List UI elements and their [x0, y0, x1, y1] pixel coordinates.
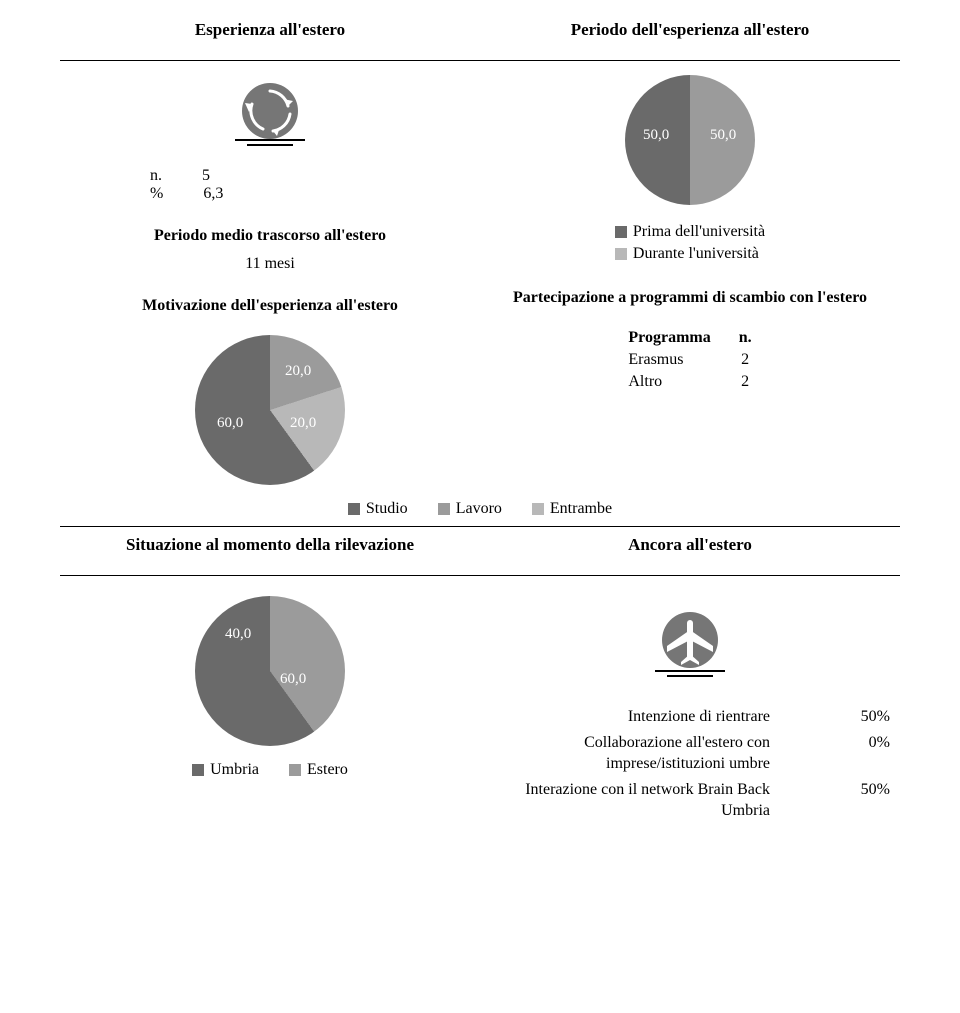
n-label: n. [150, 167, 162, 185]
abroad-icon-block [645, 606, 735, 684]
right-header-title: Periodo dell'esperienza all'estero [571, 20, 810, 40]
legend-label: Umbria [210, 761, 259, 779]
pct-value: 6,3 [203, 185, 223, 203]
outcome-row: Collaborazione all'estero con imprese/is… [490, 732, 890, 775]
legend-label: Studio [366, 500, 408, 518]
left-header-title: Esperienza all'estero [195, 20, 345, 40]
legend-label: Prima dell'università [633, 223, 765, 241]
legend-swatch [615, 226, 627, 238]
pie-slice-label: 60,0 [280, 671, 306, 688]
divider [60, 60, 900, 61]
top-content-row: n. 5 % 6,3 Periodo medio trascorso all'e… [60, 69, 900, 485]
table-header: Programma [614, 327, 724, 349]
pie-slice-label: 20,0 [290, 415, 316, 432]
situation-legend: Umbria Estero [192, 761, 348, 779]
pie-slice-label: 20,0 [285, 363, 311, 380]
participation-table: Programman.Erasmus2Altro2 [614, 327, 765, 393]
situation-pie: 40,0 60,0 [195, 596, 345, 746]
outcome-row: Interazione con il network Brain Back Um… [490, 779, 890, 822]
airplane-icon [645, 606, 735, 684]
table-row: Erasmus2 [614, 349, 765, 371]
pie-slice-label: 50,0 [643, 127, 669, 144]
experience-icon-block [225, 79, 315, 149]
outcome-label: Collaborazione all'estero con imprese/is… [490, 732, 770, 775]
stats-block: n. 5 % 6,3 [60, 167, 480, 203]
table-cell: 2 [725, 349, 766, 371]
table-cell: Altro [614, 371, 724, 393]
period-pie-wrap: 50,0 50,0 [625, 75, 755, 205]
motivation-title: Motivazione dell'esperienza all'estero [142, 297, 398, 315]
legend-label: Entrambe [550, 500, 612, 518]
pct-label: % [150, 185, 163, 203]
motivation-legend: Studio Lavoro Entrambe [60, 500, 900, 518]
table-row: Altro2 [614, 371, 765, 393]
legend-item: Durante l'università [615, 245, 765, 263]
legend-item: Studio [348, 500, 408, 518]
outcome-value: 0% [830, 732, 890, 775]
legend-label: Durante l'università [633, 245, 759, 263]
outcome-value: 50% [830, 706, 890, 728]
pie-slice-label: 50,0 [710, 127, 736, 144]
table-header: n. [725, 327, 766, 349]
divider [60, 575, 900, 576]
legend-item: Umbria [192, 761, 259, 779]
legend-swatch [192, 764, 204, 776]
period-value: 11 mesi [245, 255, 295, 273]
legend-swatch [532, 503, 544, 515]
bottom-row: 40,0 60,0 Umbria Estero Intenzione di rien… [60, 596, 900, 822]
outcome-row: Intenzione di rientrare 50% [490, 706, 890, 728]
outcomes-block: Intenzione di rientrare 50% Collaborazione… [480, 702, 900, 822]
period-legend: Prima dell'università Durante l'universit… [615, 219, 765, 267]
legend-swatch [289, 764, 301, 776]
participation-title: Partecipazione a programmi di scambio co… [513, 289, 867, 307]
header-row: Esperienza all'estero Periodo dell'esper… [60, 20, 900, 52]
legend-label: Estero [307, 761, 348, 779]
n-value: 5 [202, 167, 210, 185]
legend-item: Entrambe [532, 500, 612, 518]
motivation-pie-wrap: 20,0 20,0 60,0 [195, 335, 345, 485]
legend-swatch [615, 248, 627, 260]
legend-item: Prima dell'università [615, 223, 765, 241]
legend-item: Lavoro [438, 500, 502, 518]
table-cell: 2 [725, 371, 766, 393]
period-title: Periodo medio trascorso all'estero [154, 227, 386, 245]
pie-slice-label: 40,0 [225, 626, 251, 643]
recycle-icon [225, 79, 315, 149]
situation-left-title: Situazione al momento della rilevazione [126, 535, 414, 555]
outcome-label: Intenzione di rientrare [490, 706, 770, 728]
legend-swatch [438, 503, 450, 515]
outcome-value: 50% [830, 779, 890, 822]
situation-header: Situazione al momento della rilevazione … [60, 535, 900, 567]
period-pie: 50,0 50,0 [625, 75, 755, 205]
legend-swatch [348, 503, 360, 515]
motivation-pie: 20,0 20,0 60,0 [195, 335, 345, 485]
divider [60, 526, 900, 527]
outcome-label: Interazione con il network Brain Back Um… [490, 779, 770, 822]
table-cell: Erasmus [614, 349, 724, 371]
situation-right-title: Ancora all'estero [628, 535, 752, 555]
legend-label: Lavoro [456, 500, 502, 518]
legend-item: Estero [289, 761, 348, 779]
pie-slice-label: 60,0 [217, 415, 243, 432]
